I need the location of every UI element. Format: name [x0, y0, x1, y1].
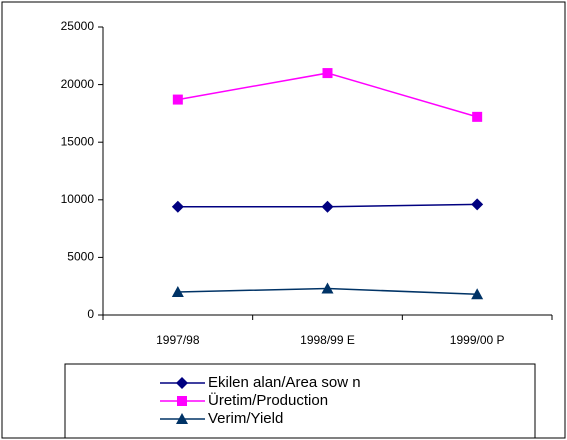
- marker: [321, 282, 334, 294]
- legend-box: [64, 363, 536, 439]
- marker: [171, 200, 184, 213]
- legend-label: Ekilen alan/Area sow n: [208, 374, 361, 391]
- y-tick-label: 25000: [61, 19, 95, 33]
- y-tick-label: 20000: [61, 77, 95, 91]
- marker: [471, 288, 484, 300]
- marker: [171, 285, 184, 297]
- marker: [172, 94, 183, 105]
- x-tick-label: 1997/98: [156, 333, 200, 347]
- x-tick-label: 1999/00 P: [450, 333, 505, 347]
- legend-label: Üretim/Production: [208, 391, 328, 409]
- marker: [472, 111, 483, 122]
- legend-marker: [177, 396, 187, 406]
- marker: [471, 198, 484, 211]
- y-tick-label: 0: [87, 307, 94, 321]
- marker: [321, 200, 334, 213]
- y-tick-label: 15000: [61, 134, 95, 148]
- legend-label: Verim/Yield: [208, 410, 283, 427]
- legend-marker: [176, 413, 188, 424]
- y-tick-label: 10000: [61, 192, 95, 206]
- marker: [322, 68, 333, 79]
- y-tick-label: 5000: [67, 250, 94, 264]
- legend-marker: [176, 377, 188, 389]
- x-tick-label: 1998/99 E: [300, 333, 355, 347]
